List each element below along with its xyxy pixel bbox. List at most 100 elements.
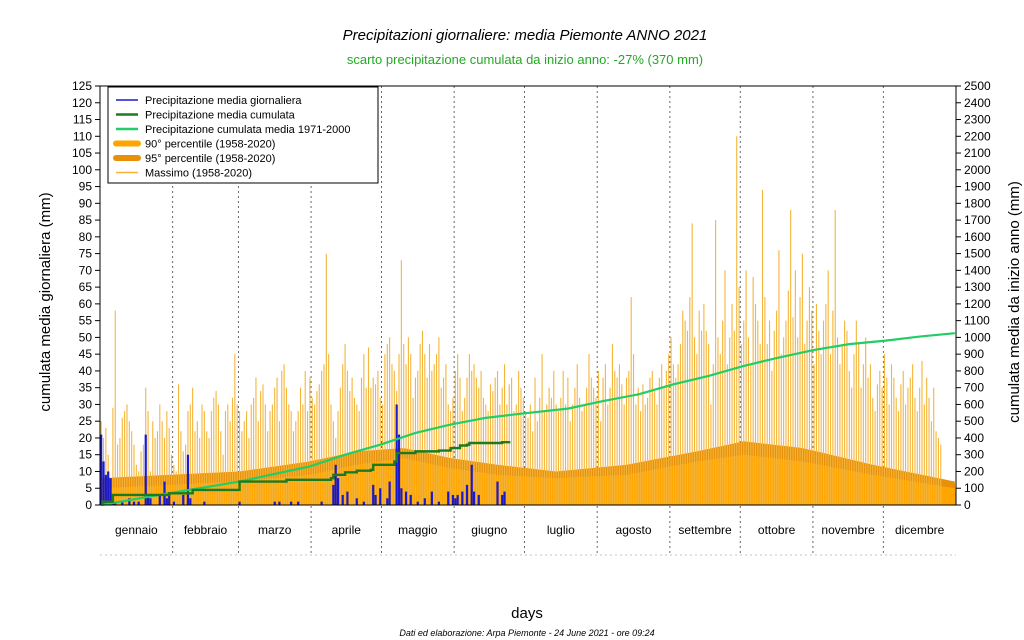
y-left-tick-label: 40: [79, 364, 93, 378]
daily-bar: [297, 501, 300, 505]
daily-bar: [168, 494, 171, 505]
y-left-tick-label: 10: [79, 464, 93, 478]
daily-bar: [362, 501, 365, 505]
daily-bar: [472, 491, 476, 505]
y-left-tick-label: 5: [85, 481, 92, 495]
daily-bar: [470, 464, 473, 505]
daily-bar: [379, 488, 382, 505]
y-right-tick-label: 400: [964, 431, 984, 445]
y-right-tick-label: 1500: [964, 247, 991, 261]
y-left-tick-label: 105: [72, 146, 92, 160]
daily-bar: [238, 501, 241, 505]
daily-bar: [182, 494, 185, 505]
daily-bar: [128, 498, 131, 505]
daily-bar: [107, 471, 110, 505]
y-right-tick-label: 700: [964, 381, 984, 395]
y-left-tick-label: 65: [79, 280, 93, 294]
y-right-tick-label: 1700: [964, 213, 991, 227]
daily-bar: [104, 474, 107, 505]
daily-bar: [273, 501, 276, 505]
daily-bar: [320, 501, 323, 505]
month-label: aprile: [332, 523, 362, 537]
y-left-tick-label: 25: [79, 414, 93, 428]
y-right-tick-label: 100: [964, 481, 984, 495]
axes: gennaio febbraio marzo aprile maggio giugno lu…: [72, 79, 991, 537]
y-left-tick-label: 70: [79, 263, 93, 277]
legend-label: Precipitazione cumulata media 1971-2000: [145, 124, 350, 136]
maximum-bars: [100, 136, 942, 505]
y-left-tick-label: 125: [72, 79, 92, 93]
daily-bar: [341, 494, 344, 505]
daily-bar: [372, 484, 375, 505]
month-label: dicembre: [895, 523, 945, 537]
y-axis-left-label: cumulata media giornaliera (mm): [37, 192, 54, 411]
y-left-tick-label: 120: [72, 96, 92, 110]
daily-bar: [334, 464, 337, 505]
y-right-tick-label: 0: [964, 498, 971, 512]
daily-bar: [132, 501, 136, 505]
daily-bar: [100, 434, 103, 505]
climatology-cumulative-line: [100, 332, 955, 507]
daily-bar: [189, 498, 192, 505]
daily-bar: [121, 501, 124, 505]
y-right-tick-label: 2400: [964, 96, 991, 110]
y-right-tick-label: 1900: [964, 180, 991, 194]
y-right-tick-label: 1400: [964, 263, 991, 277]
y-left-tick-label: 20: [79, 431, 93, 445]
daily-bar: [109, 478, 112, 505]
legend-label: Precipitazione media giornaliera: [145, 95, 302, 107]
footer-credit: Dati ed elaborazione: Arpa Piemonte - 24…: [399, 628, 654, 638]
y-right-tick-label: 600: [964, 397, 984, 411]
y-right-tick-label: 2300: [964, 113, 991, 127]
y-right-tick-label: 2100: [964, 146, 991, 160]
daily-bar: [451, 494, 455, 505]
y-left-tick-label: 60: [79, 297, 93, 311]
legend-label: Massimo (1958-2020): [145, 168, 252, 180]
daily-bar: [409, 494, 412, 505]
y-right-tick-label: 2000: [964, 163, 991, 177]
y-right-tick-label: 1600: [964, 230, 991, 244]
y-left-tick-label: 85: [79, 213, 93, 227]
daily-bar: [158, 494, 161, 505]
y-left-tick-label: 75: [79, 247, 93, 261]
y-left-tick-label: 30: [79, 397, 93, 411]
y-right-tick-label: 2500: [964, 79, 991, 93]
y-right-tick-label: 1000: [964, 330, 991, 344]
y-right-tick-label: 500: [964, 414, 984, 428]
legend-label: Precipitazione media cumulata: [145, 110, 296, 122]
daily-bar: [278, 501, 281, 505]
daily-bar: [186, 454, 190, 505]
y-left-tick-label: 115: [73, 113, 92, 127]
daily-bar: [146, 494, 150, 505]
month-label: maggio: [398, 523, 438, 537]
y-right-tick-label: 200: [964, 464, 984, 478]
daily-bar: [461, 491, 464, 505]
chart-title: Precipitazioni giornaliere: media Piemon…: [343, 27, 708, 44]
month-label: agosto: [616, 523, 652, 537]
y-left-tick-label: 90: [79, 196, 93, 210]
daily-bar: [454, 498, 457, 505]
daily-bar: [149, 498, 152, 505]
daily-bar: [290, 501, 293, 505]
y-left-tick-label: 55: [79, 314, 93, 328]
x-axis-label: days: [511, 605, 543, 622]
daily-bar: [386, 498, 389, 505]
daily-bar: [346, 491, 349, 505]
daily-bar: [416, 501, 419, 505]
month-label: febbraio: [184, 523, 228, 537]
y-left-tick-label: 35: [79, 381, 93, 395]
plot-frame: [99, 85, 957, 506]
y-left-tick-label: 110: [73, 129, 92, 143]
daily-bar: [437, 501, 440, 505]
daily-bar: [456, 494, 459, 505]
y-right-tick-label: 800: [964, 364, 984, 378]
daily-bar: [465, 484, 469, 505]
legend: Precipitazione media giornaliera Precipit…: [107, 86, 379, 184]
daily-bar: [477, 494, 480, 505]
daily-bar: [430, 491, 433, 505]
y-left-tick-label: 50: [79, 330, 93, 344]
daily-bar: [144, 434, 147, 505]
chart-subtitle: scarto precipitazione cumulata da inizio…: [347, 52, 703, 67]
legend-label: 90° percentile (1958-2020): [145, 139, 275, 151]
